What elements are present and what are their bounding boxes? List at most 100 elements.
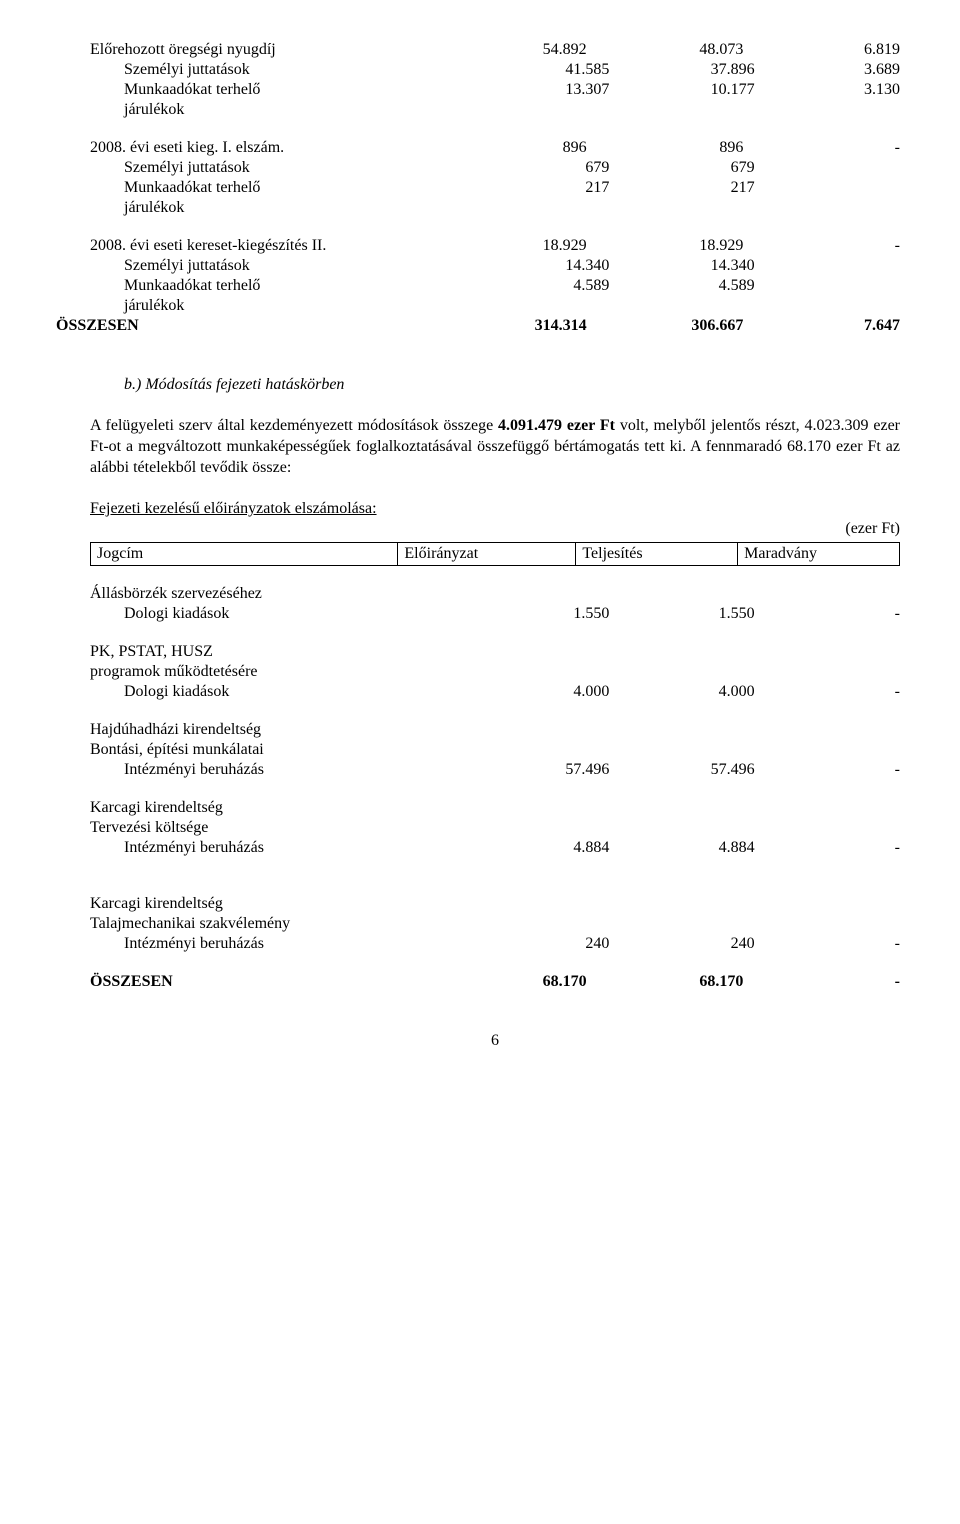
group-title: Tervezési költsége [90,818,900,838]
cell: - [780,972,900,992]
cell: - [780,760,900,780]
cell: Munkaadókat terhelő [90,80,464,100]
cell: PK, PSTAT, HUSZ [90,642,430,662]
th: Maradvány [738,543,900,566]
cell: 18.929 [467,236,587,256]
cell: járulékok [90,198,464,218]
cell: 896 [623,138,743,158]
cell: 13.307 [489,80,609,100]
cell: 2008. évi eseti kereset-kiegészítés II. [90,236,430,256]
cell: ÖSSZESEN [90,972,430,992]
row: Intézményi beruházás 57.496 57.496 - [90,760,900,780]
row: 2008. évi eseti kieg. I. elszám. 896 896… [90,138,900,158]
cell: járulékok [90,296,464,316]
paragraph: A felügyeleti szerv által kezdeményezett… [90,416,900,478]
subtable-title: Fejezeti kezelésű előirányzatok elszámol… [90,500,900,518]
cell: Intézményi beruházás [90,934,464,954]
cell: 10.177 [635,80,755,100]
cell: programok működtetésére [90,662,430,682]
group-title: Bontási, építési munkálatai [90,740,900,760]
cell: 3.130 [780,80,900,100]
group-title: Állásbörzék szervezéséhez [90,584,900,604]
cell: 1.550 [635,604,755,624]
cell: Intézményi beruházás [90,838,464,858]
cell: - [780,934,900,954]
cell: - [780,838,900,858]
cell: Karcagi kirendeltség [90,798,430,818]
cell: 57.496 [635,760,755,780]
cell: 2008. évi eseti kieg. I. elszám. [90,138,430,158]
row: Munkaadókat terhelő 217 217 [90,178,900,198]
cell: 679 [635,158,755,178]
cell: - [780,682,900,702]
cell: 314.314 [467,316,587,336]
subheading-b: b.) Módosítás fejezeti hatáskörben [90,376,900,394]
cell: 68.170 [467,972,587,992]
text: A felügyeleti szerv által kezdeményezett… [90,417,498,434]
cell: - [780,138,900,158]
cell: Talajmechanikai szakvélemény [90,914,430,934]
cell: 4.000 [489,682,609,702]
cell: Tervezési költsége [90,818,430,838]
cell [780,276,900,296]
group-title: Talajmechanikai szakvélemény [90,914,900,934]
cell: Munkaadókat terhelő [90,178,464,198]
group-title: PK, PSTAT, HUSZ [90,642,900,662]
cell: 57.496 [489,760,609,780]
cell: 68.170 [623,972,743,992]
cell: Bontási, építési munkálatai [90,740,430,760]
total-row: ÖSSZESEN 68.170 68.170 - [90,972,900,992]
row: járulékok [90,198,900,218]
cell: 41.585 [489,60,609,80]
cell: Dologi kiadások [90,682,464,702]
cell: Karcagi kirendeltség [90,894,430,914]
unit-label: (ezer Ft) [90,520,900,538]
row: járulékok [90,100,900,120]
th: Előirányzat [398,543,576,566]
row: Dologi kiadások 1.550 1.550 - [90,604,900,624]
cell: 3.689 [780,60,900,80]
row: Intézményi beruházás 4.884 4.884 - [90,838,900,858]
th: Jogcím [91,543,398,566]
cell: 54.892 [467,40,587,60]
total-row: ÖSSZESEN 314.314 306.667 7.647 [56,316,900,336]
cell: 6.819 [780,40,900,60]
cell: 4.589 [635,276,755,296]
cell: Előrehozott öregségi nyugdíj [90,40,430,60]
group-title: Karcagi kirendeltség [90,894,900,914]
cell [780,158,900,178]
cell: Intézményi beruházás [90,760,464,780]
cell: 896 [467,138,587,158]
cell: 14.340 [635,256,755,276]
cell: 306.667 [623,316,743,336]
cell [780,178,900,198]
row: Személyi juttatások 41.585 37.896 3.689 [90,60,900,80]
group-title: Hajdúhadházi kirendeltség [90,720,900,740]
cell: 679 [489,158,609,178]
cell: Állásbörzék szervezéséhez [90,584,430,604]
header-table: Jogcím Előirányzat Teljesítés Maradvány [90,542,900,566]
row: 2008. évi eseti kereset-kiegészítés II. … [90,236,900,256]
cell: 217 [489,178,609,198]
th: Teljesítés [576,543,738,566]
cell: Személyi juttatások [90,158,464,178]
cell: 1.550 [489,604,609,624]
cell: Hajdúhadházi kirendeltség [90,720,430,740]
cell: Dologi kiadások [90,604,464,624]
cell: 4.000 [635,682,755,702]
cell: 37.896 [635,60,755,80]
row: Személyi juttatások 14.340 14.340 [90,256,900,276]
cell: 4.884 [489,838,609,858]
cell: ÖSSZESEN [56,316,430,336]
cell: - [780,604,900,624]
cell: Személyi juttatások [90,256,464,276]
row: Intézményi beruházás 240 240 - [90,934,900,954]
cell: Személyi juttatások [90,60,464,80]
group-title: programok működtetésére [90,662,900,682]
row: Munkaadókat terhelő 13.307 10.177 3.130 [90,80,900,100]
cell: 240 [489,934,609,954]
cell: 48.073 [623,40,743,60]
cell: 7.647 [780,316,900,336]
cell: 18.929 [623,236,743,256]
cell: 4.589 [489,276,609,296]
